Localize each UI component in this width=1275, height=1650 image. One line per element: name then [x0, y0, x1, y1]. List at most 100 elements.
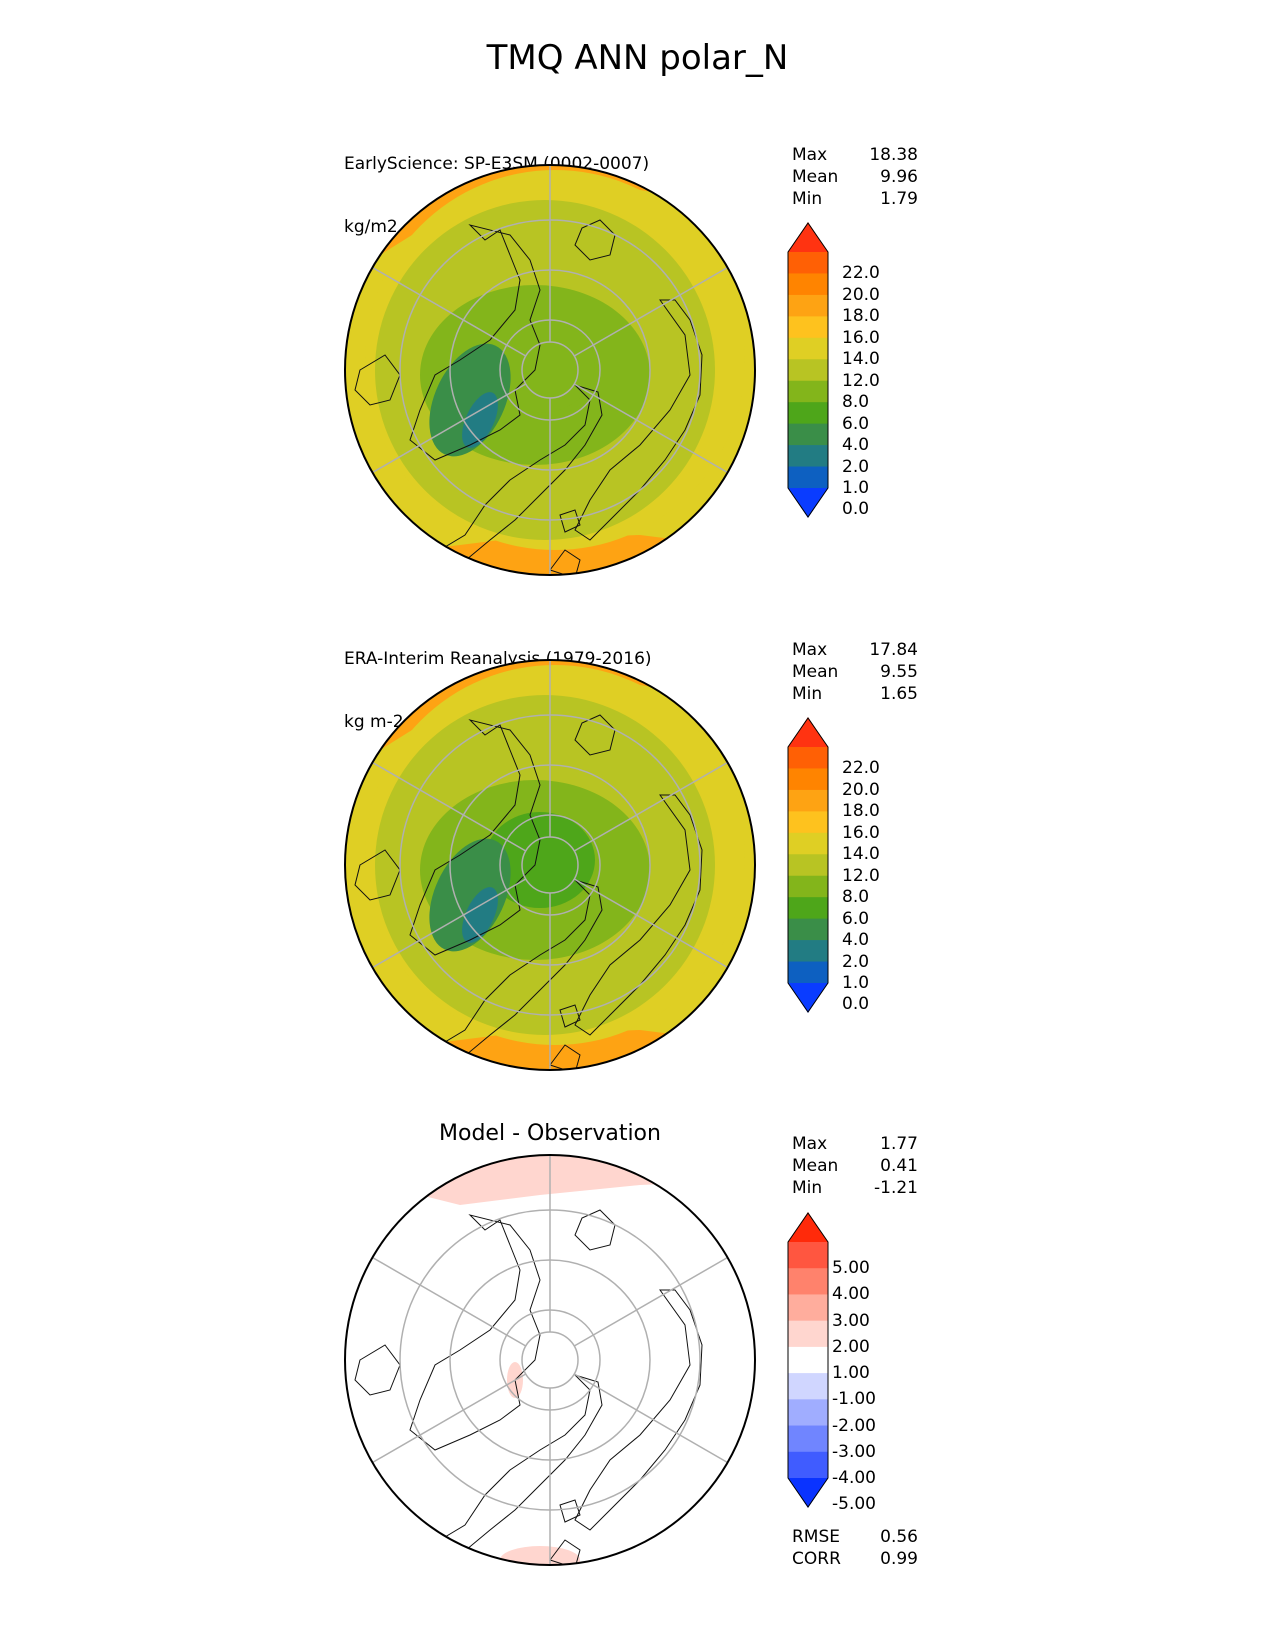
colorbar-tick-label: 5.00 [832, 1258, 870, 1279]
coastline [354, 1344, 401, 1396]
latitude-circle [521, 836, 579, 894]
map-field [345, 660, 755, 1070]
colorbar-bin [788, 1294, 828, 1322]
colorbar-extend-min [788, 983, 828, 1013]
meridian-line [573, 266, 728, 357]
colorbar-bin [788, 768, 828, 791]
stat-row: Mean 0.41 [792, 1155, 918, 1177]
colorbar-tick-label: 2.00 [832, 1336, 870, 1357]
colorbar-bin [788, 747, 828, 769]
colorbar-bin [788, 402, 828, 425]
colorbar-bin [788, 380, 828, 403]
colorbar-tick-label: 1.0 [842, 478, 870, 498]
meridian-line [372, 383, 527, 474]
colorbar-bin [788, 316, 828, 339]
colorbar-tick-label: 22.0 [842, 758, 880, 779]
colorbar-extend-min [788, 488, 828, 518]
colorbar-tick-label: 16.0 [842, 822, 880, 843]
colorbar-bin [788, 1451, 828, 1479]
colorbar-extend-min [788, 1478, 828, 1508]
colorbar-bin [788, 961, 828, 984]
colorbar-tick-label: 14.0 [842, 349, 880, 370]
stat-label: Max [792, 1134, 828, 1154]
map-boundary [344, 659, 756, 1071]
colorbar-bin [788, 811, 828, 834]
stat-value: 17.84 [869, 640, 918, 660]
colorbar-tick-label: -5.00 [832, 1494, 876, 1515]
metric-value: 0.56 [880, 1527, 918, 1547]
stat-label: Mean [792, 1156, 839, 1176]
colorbar-tick-label: 8.0 [842, 887, 870, 908]
colorbar-outline [787, 717, 829, 1013]
panel-2-units: kg m-2 [344, 712, 404, 732]
panel-1-stats: Max 18.38 Mean 9.96 Min 1.79 [792, 144, 918, 210]
colorbar-tick-label: 12.0 [842, 370, 880, 391]
colorbar-bin [788, 1373, 828, 1400]
colorbar-bin [788, 466, 828, 489]
meridian-line [573, 761, 728, 852]
colorbar-tick-label: -2.00 [832, 1415, 876, 1436]
coastline [354, 354, 401, 406]
panel-3-colorbar [787, 1212, 829, 1508]
stat-row: Max 1.77 [792, 1133, 918, 1155]
colorbar-tick-label: 3.00 [832, 1310, 870, 1331]
stat-row: Max 18.38 [792, 144, 918, 166]
stat-row: Min -1.21 [792, 1177, 918, 1199]
colorbar-bin [788, 1320, 828, 1348]
colorbar-tick-label: 0.0 [842, 994, 870, 1015]
coastline [549, 1539, 581, 1565]
colorbar-outline [787, 1212, 829, 1508]
colorbar-extend-max [788, 222, 828, 252]
colorbar-bin [788, 273, 828, 296]
colorbar-tick-label: 4.00 [832, 1284, 870, 1305]
meridian-line [372, 1256, 527, 1347]
coastline [574, 1289, 703, 1531]
positive-diff-bottom [500, 1546, 580, 1565]
meridian-line [372, 878, 527, 969]
coastline [574, 794, 703, 1036]
colorbar-tick-label: -3.00 [832, 1441, 876, 1462]
colorbar-tick-label: 8.0 [842, 392, 870, 413]
colorbar-tick-label: 18.0 [842, 801, 880, 822]
stat-value: 1.65 [880, 684, 918, 704]
stat-value: 18.38 [869, 145, 918, 165]
colorbar-tick-label: 20.0 [842, 779, 880, 800]
metric-row: RMSE 0.56 [792, 1526, 918, 1548]
map-boundary [344, 164, 756, 576]
coastline [354, 849, 401, 901]
colorbar-bin [788, 359, 828, 382]
panel-3-stats: Max 1.77 Mean 0.41 Min -1.21 [792, 1133, 918, 1199]
colorbar-bin [788, 294, 828, 317]
coastline [409, 719, 541, 956]
stat-label: Min [792, 189, 823, 209]
meridian-line [573, 1373, 728, 1464]
colorbar-bin [788, 445, 828, 468]
colorbar-tick-label: 4.0 [842, 930, 870, 951]
band-midgreen [485, 317, 595, 413]
coastline [574, 299, 703, 541]
colorbar-extend-max [788, 717, 828, 747]
colorbar-tick-label: 4.0 [842, 435, 870, 456]
colorbar-bin [788, 918, 828, 941]
stat-label: Max [792, 640, 828, 660]
stat-row: Mean 9.96 [792, 166, 918, 188]
coastline [559, 1499, 581, 1523]
coastline [559, 1004, 581, 1028]
colorbar-bin [788, 337, 828, 360]
colorbar-tick-label: 2.0 [842, 456, 870, 477]
stat-label: Mean [792, 167, 839, 187]
colorbar-tick-label: 0.0 [842, 499, 870, 520]
colorbar-tick-label: 1.00 [832, 1363, 870, 1384]
stat-label: Mean [792, 662, 839, 682]
colorbar-bin [788, 897, 828, 920]
band-midgreen [485, 812, 595, 908]
panel-1-units: kg/m2 [344, 217, 398, 237]
colorbar-tick-label: 6.0 [842, 413, 870, 434]
stat-label: Min [792, 1178, 823, 1198]
coastline [409, 1214, 541, 1451]
stat-value: 0.41 [880, 1156, 918, 1176]
meridian-line [372, 1373, 527, 1464]
map-field [345, 165, 755, 575]
meridian-line [573, 1256, 728, 1347]
panel-2-stats: Max 17.84 Mean 9.55 Min 1.65 [792, 639, 918, 705]
